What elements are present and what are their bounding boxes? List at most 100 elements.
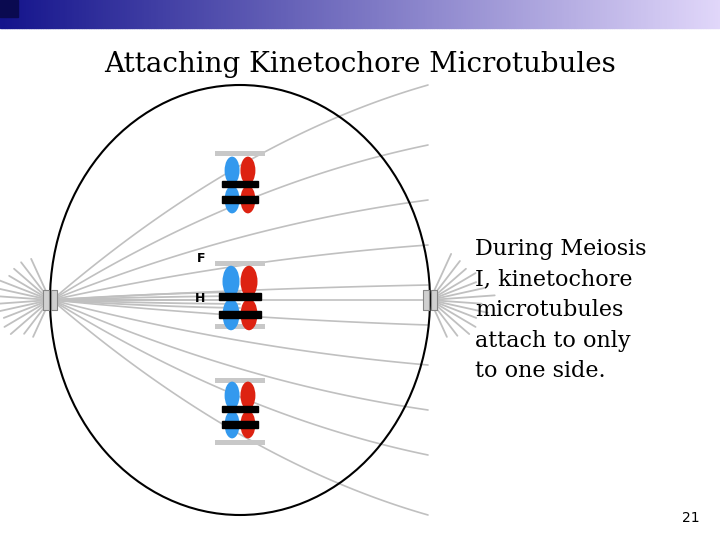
Bar <box>711 0 713 28</box>
Bar <box>261 0 264 28</box>
Bar <box>312 0 315 28</box>
Bar <box>89 0 91 28</box>
Bar <box>171 0 173 28</box>
Bar <box>677 0 679 28</box>
Bar <box>670 0 672 28</box>
Bar <box>77 0 79 28</box>
Bar <box>331 0 333 28</box>
Bar <box>7 0 9 28</box>
Bar <box>431 290 437 310</box>
Bar <box>547 0 549 28</box>
Bar <box>540 0 542 28</box>
Ellipse shape <box>222 266 240 297</box>
Bar <box>689 0 691 28</box>
Bar <box>207 0 209 28</box>
Bar <box>653 0 655 28</box>
Bar <box>144 0 146 28</box>
Bar <box>81 0 84 28</box>
Bar <box>222 180 258 187</box>
Bar <box>696 0 698 28</box>
Bar <box>521 0 523 28</box>
Bar <box>307 0 310 28</box>
Bar <box>215 151 265 156</box>
Bar <box>662 0 665 28</box>
Bar <box>103 0 106 28</box>
Bar <box>526 0 528 28</box>
Bar <box>605 0 607 28</box>
Bar <box>372 0 374 28</box>
Bar <box>295 0 297 28</box>
Bar <box>495 0 497 28</box>
Bar <box>423 290 429 310</box>
Bar <box>523 0 526 28</box>
Bar <box>715 0 718 28</box>
Bar <box>199 0 202 28</box>
Bar <box>410 0 413 28</box>
Bar <box>120 0 122 28</box>
Bar <box>394 0 396 28</box>
Bar <box>389 0 391 28</box>
Bar <box>254 0 257 28</box>
Bar <box>686 0 689 28</box>
Bar <box>418 0 420 28</box>
Bar <box>564 0 567 28</box>
Bar <box>713 0 715 28</box>
Bar <box>338 0 341 28</box>
Bar <box>41 0 43 28</box>
Bar <box>19 0 22 28</box>
Bar <box>243 0 245 28</box>
Bar <box>367 0 369 28</box>
Bar <box>122 0 125 28</box>
Bar <box>595 0 598 28</box>
Text: During Meiosis
I, kinetochore
microtubules
attach to only
to one side.: During Meiosis I, kinetochore microtubul… <box>475 238 647 382</box>
Bar <box>257 0 259 28</box>
Bar <box>578 0 581 28</box>
Bar <box>127 0 130 28</box>
Bar <box>629 0 631 28</box>
Bar <box>319 0 322 28</box>
Bar <box>384 0 387 28</box>
Bar <box>70 0 72 28</box>
Bar <box>192 0 194 28</box>
Bar <box>132 0 135 28</box>
Bar <box>571 0 574 28</box>
Bar <box>233 0 235 28</box>
Bar <box>701 0 703 28</box>
Bar <box>403 0 405 28</box>
Bar <box>612 0 614 28</box>
Bar <box>614 0 617 28</box>
Bar <box>516 0 518 28</box>
Bar <box>182 0 185 28</box>
Bar <box>648 0 650 28</box>
Bar <box>43 290 49 310</box>
Bar <box>180 0 182 28</box>
Bar <box>45 0 48 28</box>
Bar <box>480 0 482 28</box>
Bar <box>430 0 432 28</box>
Bar <box>513 0 516 28</box>
Bar <box>58 0 60 28</box>
Bar <box>391 0 394 28</box>
Bar <box>420 0 423 28</box>
Bar <box>230 0 233 28</box>
Bar <box>173 0 175 28</box>
Bar <box>360 0 362 28</box>
Bar <box>456 0 459 28</box>
Bar <box>665 0 667 28</box>
Bar <box>682 0 684 28</box>
Bar <box>50 0 53 28</box>
Bar <box>300 0 302 28</box>
Bar <box>326 0 329 28</box>
Bar <box>511 0 513 28</box>
Bar <box>60 0 63 28</box>
Bar <box>137 0 139 28</box>
Bar <box>470 0 473 28</box>
Bar <box>461 0 463 28</box>
Ellipse shape <box>222 299 240 330</box>
Bar <box>706 0 708 28</box>
Bar <box>466 0 468 28</box>
Bar <box>228 0 230 28</box>
Bar <box>655 0 657 28</box>
Bar <box>509 0 511 28</box>
Bar <box>396 0 398 28</box>
